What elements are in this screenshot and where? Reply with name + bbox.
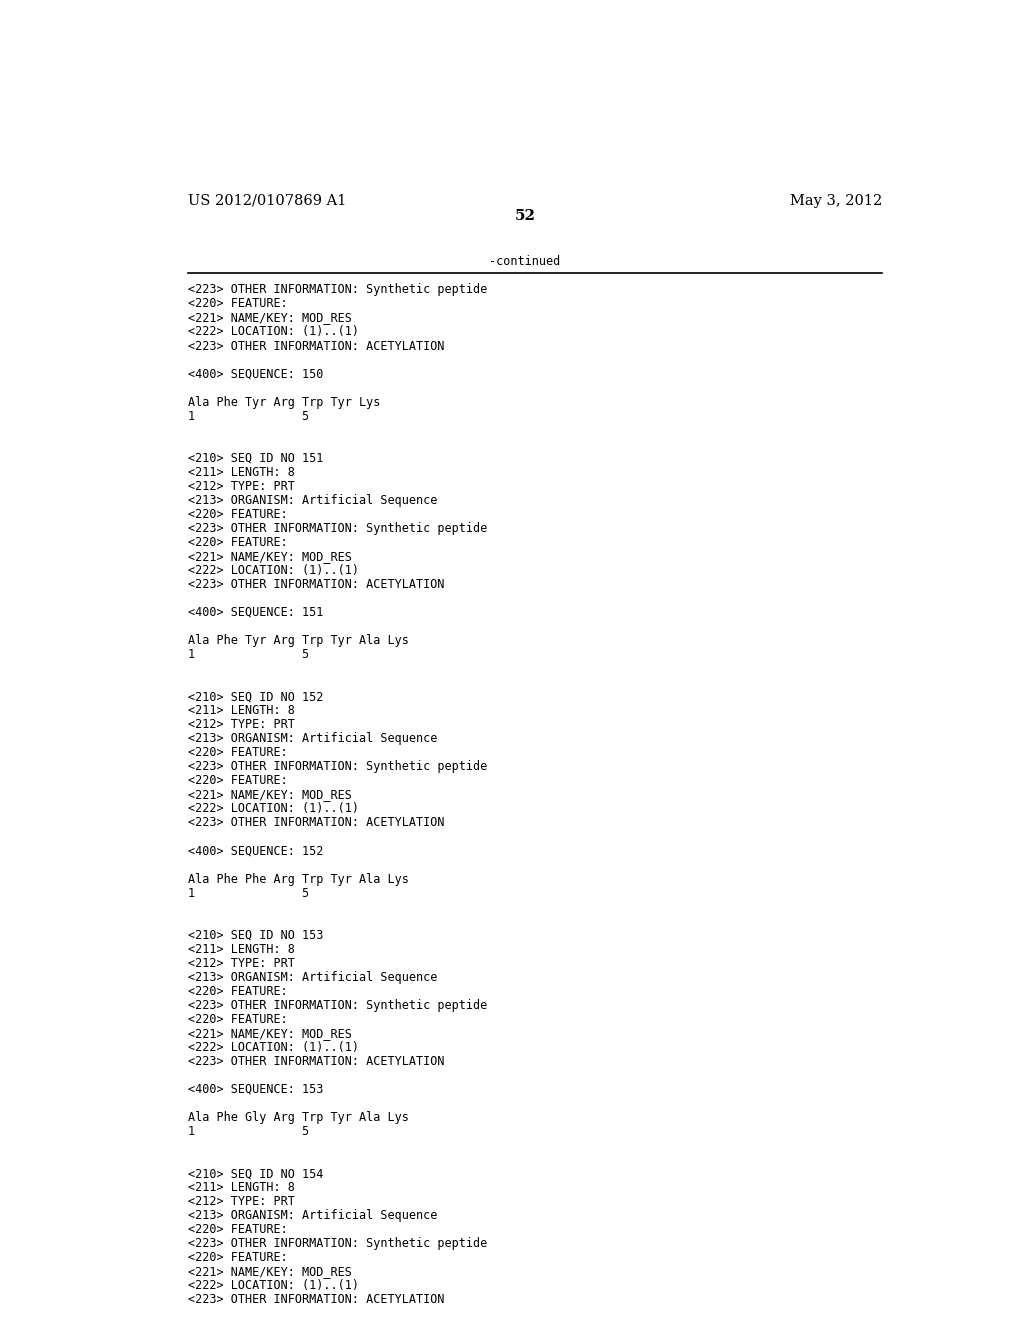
- Text: <213> ORGANISM: Artificial Sequence: <213> ORGANISM: Artificial Sequence: [187, 494, 437, 507]
- Text: <223> OTHER INFORMATION: Synthetic peptide: <223> OTHER INFORMATION: Synthetic pepti…: [187, 1237, 486, 1250]
- Text: <221> NAME/KEY: MOD_RES: <221> NAME/KEY: MOD_RES: [187, 312, 351, 325]
- Text: <223> OTHER INFORMATION: ACETYLATION: <223> OTHER INFORMATION: ACETYLATION: [187, 816, 444, 829]
- Text: <400> SEQUENCE: 150: <400> SEQUENCE: 150: [187, 367, 323, 380]
- Text: <211> LENGTH: 8: <211> LENGTH: 8: [187, 704, 294, 717]
- Text: <220> FEATURE:: <220> FEATURE:: [187, 536, 288, 549]
- Text: <210> SEQ ID NO 154: <210> SEQ ID NO 154: [187, 1167, 323, 1180]
- Text: US 2012/0107869 A1: US 2012/0107869 A1: [187, 194, 346, 209]
- Text: <223> OTHER INFORMATION: Synthetic peptide: <223> OTHER INFORMATION: Synthetic pepti…: [187, 999, 486, 1011]
- Text: <222> LOCATION: (1)..(1): <222> LOCATION: (1)..(1): [187, 803, 358, 816]
- Text: <220> FEATURE:: <220> FEATURE:: [187, 746, 288, 759]
- Text: 1               5: 1 5: [187, 887, 308, 899]
- Text: <223> OTHER INFORMATION: Synthetic peptide: <223> OTHER INFORMATION: Synthetic pepti…: [187, 760, 486, 774]
- Text: <223> OTHER INFORMATION: ACETYLATION: <223> OTHER INFORMATION: ACETYLATION: [187, 1294, 444, 1307]
- Text: <220> FEATURE:: <220> FEATURE:: [187, 508, 288, 521]
- Text: <221> NAME/KEY: MOD_RES: <221> NAME/KEY: MOD_RES: [187, 1266, 351, 1278]
- Text: <220> FEATURE:: <220> FEATURE:: [187, 775, 288, 787]
- Text: <222> LOCATION: (1)..(1): <222> LOCATION: (1)..(1): [187, 326, 358, 338]
- Text: May 3, 2012: May 3, 2012: [790, 194, 882, 209]
- Text: <211> LENGTH: 8: <211> LENGTH: 8: [187, 1181, 294, 1195]
- Text: <212> TYPE: PRT: <212> TYPE: PRT: [187, 1195, 294, 1208]
- Text: <211> LENGTH: 8: <211> LENGTH: 8: [187, 942, 294, 956]
- Text: <212> TYPE: PRT: <212> TYPE: PRT: [187, 479, 294, 492]
- Text: <211> LENGTH: 8: <211> LENGTH: 8: [187, 466, 294, 479]
- Text: 52: 52: [514, 210, 536, 223]
- Text: 1               5: 1 5: [187, 1125, 308, 1138]
- Text: <210> SEQ ID NO 151: <210> SEQ ID NO 151: [187, 451, 323, 465]
- Text: <221> NAME/KEY: MOD_RES: <221> NAME/KEY: MOD_RES: [187, 550, 351, 562]
- Text: <400> SEQUENCE: 153: <400> SEQUENCE: 153: [187, 1082, 323, 1096]
- Text: <223> OTHER INFORMATION: Synthetic peptide: <223> OTHER INFORMATION: Synthetic pepti…: [187, 284, 486, 297]
- Text: <220> FEATURE:: <220> FEATURE:: [187, 1012, 288, 1026]
- Text: <400> SEQUENCE: 151: <400> SEQUENCE: 151: [187, 606, 323, 619]
- Text: 1               5: 1 5: [187, 648, 308, 661]
- Text: <222> LOCATION: (1)..(1): <222> LOCATION: (1)..(1): [187, 1041, 358, 1053]
- Text: <223> OTHER INFORMATION: ACETYLATION: <223> OTHER INFORMATION: ACETYLATION: [187, 578, 444, 591]
- Text: Ala Phe Tyr Arg Trp Tyr Lys: Ala Phe Tyr Arg Trp Tyr Lys: [187, 396, 380, 409]
- Text: Ala Phe Phe Arg Trp Tyr Ala Lys: Ala Phe Phe Arg Trp Tyr Ala Lys: [187, 873, 409, 886]
- Text: <222> LOCATION: (1)..(1): <222> LOCATION: (1)..(1): [187, 1279, 358, 1292]
- Text: <220> FEATURE:: <220> FEATURE:: [187, 985, 288, 998]
- Text: 1               5: 1 5: [187, 409, 308, 422]
- Text: <220> FEATURE:: <220> FEATURE:: [187, 1251, 288, 1265]
- Text: <220> FEATURE:: <220> FEATURE:: [187, 1224, 288, 1237]
- Text: <213> ORGANISM: Artificial Sequence: <213> ORGANISM: Artificial Sequence: [187, 1209, 437, 1222]
- Text: <220> FEATURE:: <220> FEATURE:: [187, 297, 288, 310]
- Text: <212> TYPE: PRT: <212> TYPE: PRT: [187, 718, 294, 731]
- Text: Ala Phe Tyr Arg Trp Tyr Ala Lys: Ala Phe Tyr Arg Trp Tyr Ala Lys: [187, 634, 409, 647]
- Text: <210> SEQ ID NO 152: <210> SEQ ID NO 152: [187, 690, 323, 704]
- Text: -continued: -continued: [489, 255, 560, 268]
- Text: <212> TYPE: PRT: <212> TYPE: PRT: [187, 957, 294, 970]
- Text: <223> OTHER INFORMATION: ACETYLATION: <223> OTHER INFORMATION: ACETYLATION: [187, 339, 444, 352]
- Text: <222> LOCATION: (1)..(1): <222> LOCATION: (1)..(1): [187, 564, 358, 577]
- Text: <221> NAME/KEY: MOD_RES: <221> NAME/KEY: MOD_RES: [187, 788, 351, 801]
- Text: <223> OTHER INFORMATION: ACETYLATION: <223> OTHER INFORMATION: ACETYLATION: [187, 1055, 444, 1068]
- Text: <221> NAME/KEY: MOD_RES: <221> NAME/KEY: MOD_RES: [187, 1027, 351, 1040]
- Text: <400> SEQUENCE: 152: <400> SEQUENCE: 152: [187, 845, 323, 858]
- Text: <210> SEQ ID NO 153: <210> SEQ ID NO 153: [187, 929, 323, 941]
- Text: Ala Phe Gly Arg Trp Tyr Ala Lys: Ala Phe Gly Arg Trp Tyr Ala Lys: [187, 1111, 409, 1123]
- Text: <213> ORGANISM: Artificial Sequence: <213> ORGANISM: Artificial Sequence: [187, 970, 437, 983]
- Text: <223> OTHER INFORMATION: Synthetic peptide: <223> OTHER INFORMATION: Synthetic pepti…: [187, 521, 486, 535]
- Text: <213> ORGANISM: Artificial Sequence: <213> ORGANISM: Artificial Sequence: [187, 733, 437, 746]
